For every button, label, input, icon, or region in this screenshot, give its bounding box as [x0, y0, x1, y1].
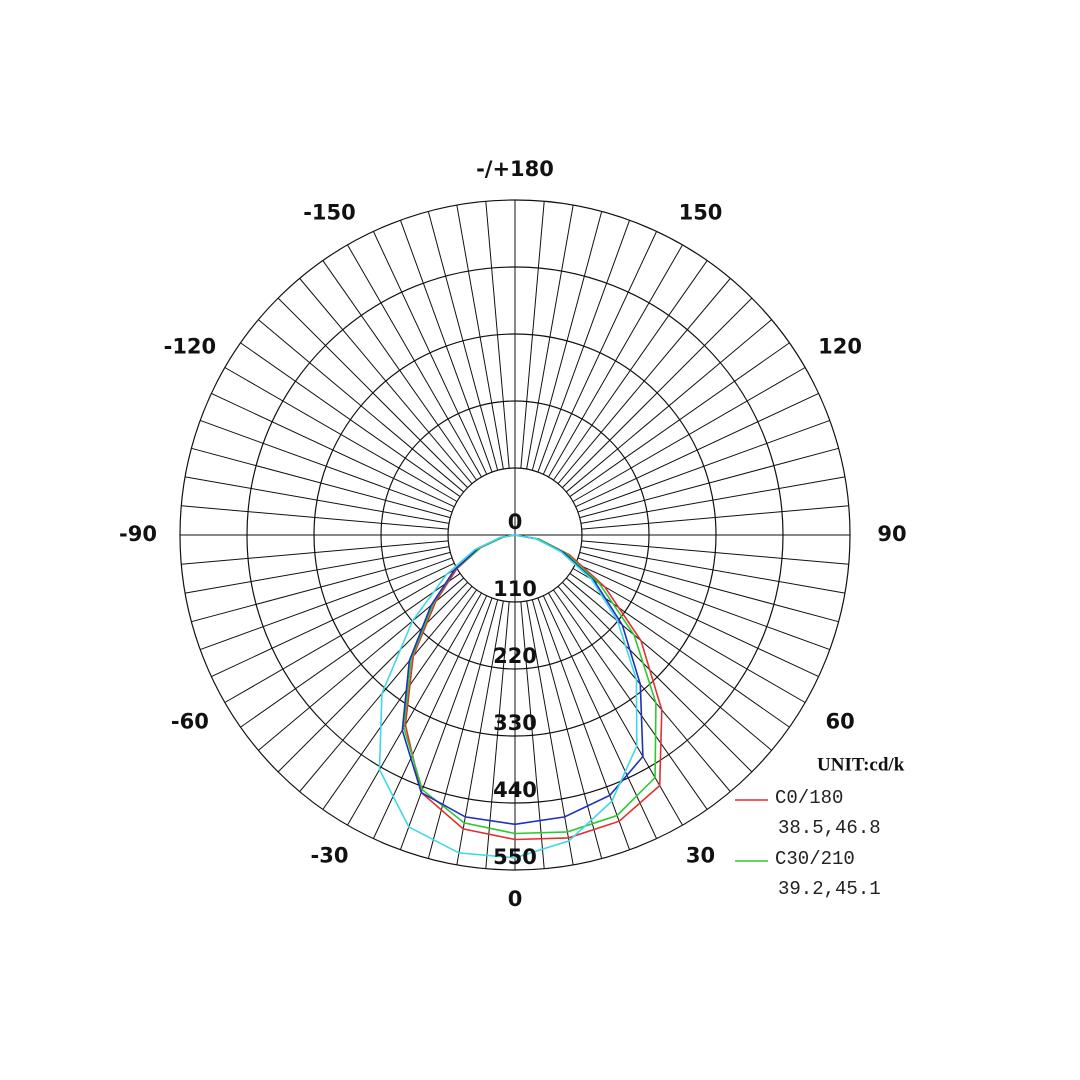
grid-circle — [179, 199, 851, 871]
grid-circle — [380, 400, 650, 670]
angle-tick-label: 150 — [679, 201, 723, 225]
angle-tick-label: -120 — [164, 334, 217, 358]
angle-tick-label: 120 — [818, 334, 862, 358]
legend-label: C30/210 — [775, 848, 855, 870]
grid-circle — [447, 467, 583, 603]
angle-tick-label: -150 — [303, 201, 356, 225]
curve — [401, 534, 644, 826]
r-tick-label: 220 — [493, 644, 537, 668]
curve — [378, 534, 638, 859]
r-tick-label: 0 — [508, 510, 523, 534]
r-tick-label: 440 — [493, 778, 537, 802]
legend-beam: 38.5,46.8 — [778, 817, 881, 839]
angle-tick-label: -60 — [171, 710, 209, 734]
angle-tick-label: -90 — [119, 522, 157, 546]
angle-tick-label: 60 — [825, 710, 854, 734]
angle-tick-label: -/+180 — [476, 157, 554, 181]
r-tick-label: 330 — [493, 711, 537, 735]
legend-label: C0/180 — [775, 787, 843, 809]
angle-tick-label: -30 — [311, 843, 349, 867]
r-tick-label: 110 — [493, 577, 537, 601]
grid-circle — [246, 266, 784, 804]
r-tick-label: 550 — [493, 845, 537, 869]
angle-tick-label: 90 — [877, 522, 906, 546]
grid-circle — [313, 333, 717, 737]
angle-tick-label: 0 — [508, 887, 523, 911]
unit-label: UNIT:cd/k — [817, 754, 905, 775]
legend-beam: 39.2,45.1 — [778, 878, 881, 900]
angle-tick-label: 30 — [686, 843, 715, 867]
